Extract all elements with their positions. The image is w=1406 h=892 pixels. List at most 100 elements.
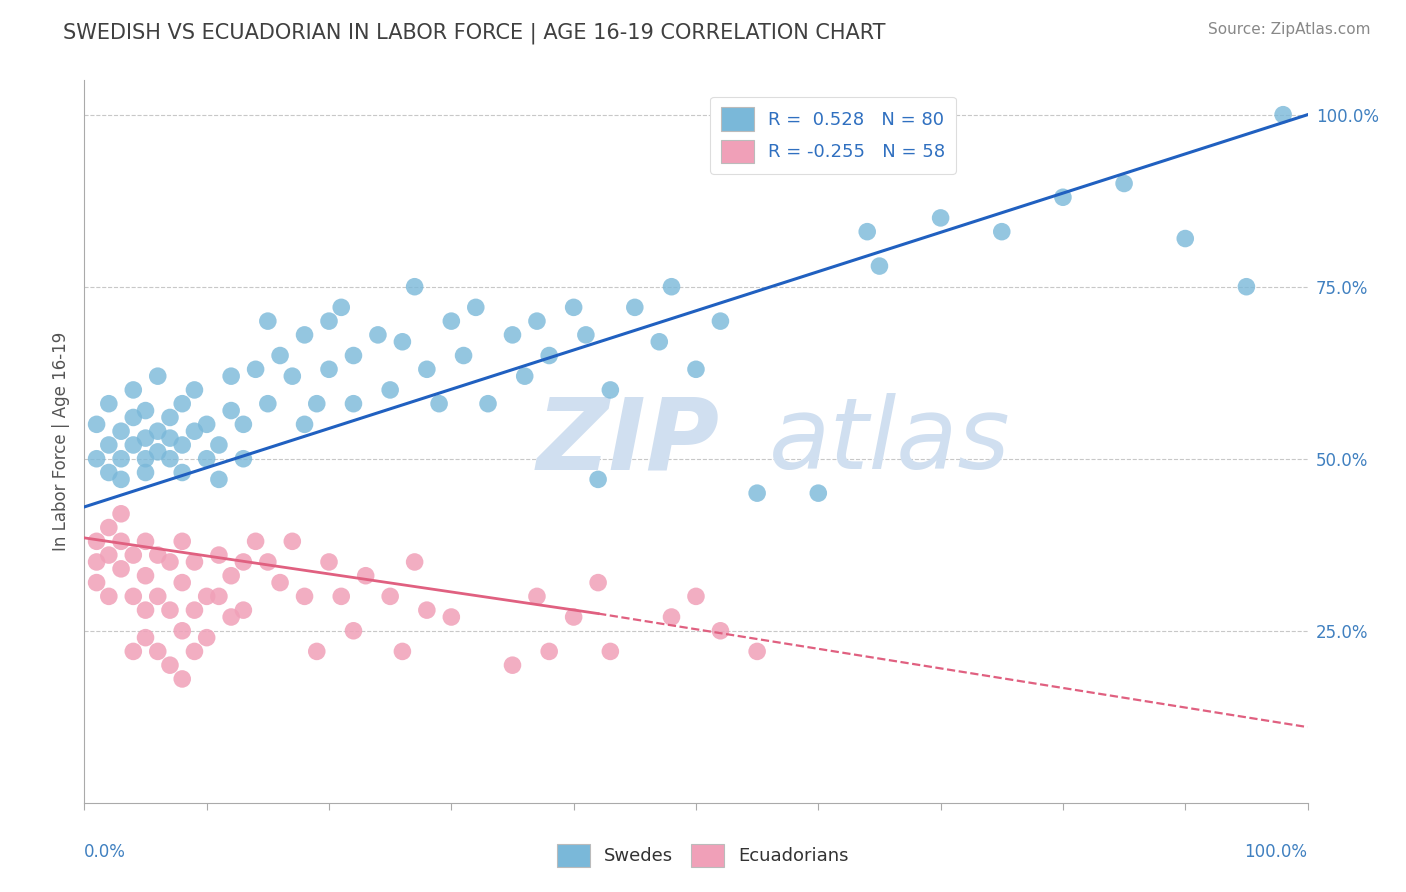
Point bbox=[110, 562, 132, 576]
Point bbox=[110, 507, 132, 521]
Point bbox=[624, 301, 647, 315]
Point bbox=[97, 520, 120, 534]
Point bbox=[122, 438, 145, 452]
Point bbox=[464, 301, 486, 315]
Point bbox=[232, 555, 254, 569]
Point bbox=[477, 397, 499, 411]
Point bbox=[305, 397, 328, 411]
Point bbox=[342, 397, 364, 411]
Point bbox=[380, 590, 402, 604]
Point bbox=[245, 362, 267, 376]
Point bbox=[391, 334, 413, 349]
Point bbox=[342, 624, 364, 638]
Point bbox=[380, 383, 402, 397]
Point bbox=[929, 211, 952, 225]
Point bbox=[856, 225, 879, 239]
Point bbox=[294, 327, 316, 342]
Point bbox=[172, 397, 194, 411]
Point bbox=[513, 369, 536, 384]
Point bbox=[146, 445, 169, 459]
Point bbox=[404, 279, 426, 293]
Point bbox=[135, 403, 157, 417]
Point bbox=[159, 410, 181, 425]
Point bbox=[1114, 177, 1136, 191]
Point bbox=[232, 417, 254, 432]
Point bbox=[538, 349, 561, 363]
Point bbox=[869, 259, 891, 273]
Point bbox=[135, 451, 157, 466]
Point bbox=[318, 314, 340, 328]
Point bbox=[281, 534, 304, 549]
Point bbox=[122, 548, 145, 562]
Point bbox=[183, 383, 205, 397]
Point bbox=[1052, 190, 1074, 204]
Point bbox=[599, 644, 621, 658]
Point bbox=[183, 555, 205, 569]
Point bbox=[807, 486, 830, 500]
Point bbox=[183, 424, 205, 438]
Point bbox=[195, 631, 218, 645]
Point bbox=[257, 397, 280, 411]
Point bbox=[86, 534, 108, 549]
Point bbox=[257, 555, 280, 569]
Point bbox=[747, 486, 769, 500]
Point bbox=[440, 314, 463, 328]
Point bbox=[110, 424, 132, 438]
Point bbox=[685, 590, 707, 604]
Point bbox=[318, 555, 340, 569]
Point bbox=[1272, 108, 1295, 122]
Point bbox=[146, 548, 169, 562]
Point bbox=[391, 644, 413, 658]
Text: atlas: atlas bbox=[769, 393, 1011, 490]
Point bbox=[183, 644, 205, 658]
Point bbox=[586, 575, 609, 590]
Point bbox=[172, 438, 194, 452]
Point bbox=[367, 327, 389, 342]
Text: Source: ZipAtlas.com: Source: ZipAtlas.com bbox=[1208, 22, 1371, 37]
Point bbox=[453, 349, 475, 363]
Point bbox=[747, 644, 769, 658]
Point bbox=[526, 314, 548, 328]
Point bbox=[195, 590, 218, 604]
Point bbox=[135, 603, 157, 617]
Point bbox=[330, 301, 353, 315]
Point bbox=[135, 534, 157, 549]
Point bbox=[86, 575, 108, 590]
Point bbox=[330, 590, 353, 604]
Point bbox=[172, 672, 194, 686]
Text: 100.0%: 100.0% bbox=[1244, 843, 1308, 861]
Point bbox=[97, 548, 120, 562]
Point bbox=[110, 472, 132, 486]
Point bbox=[172, 534, 194, 549]
Point bbox=[661, 279, 683, 293]
Point bbox=[219, 369, 242, 384]
Point bbox=[110, 534, 132, 549]
Point bbox=[416, 603, 439, 617]
Point bbox=[159, 658, 181, 673]
Point bbox=[294, 417, 316, 432]
Point bbox=[195, 451, 218, 466]
Point bbox=[97, 590, 120, 604]
Point bbox=[183, 603, 205, 617]
Legend: Swedes, Ecuadorians: Swedes, Ecuadorians bbox=[550, 837, 856, 874]
Point bbox=[342, 349, 364, 363]
Point bbox=[526, 590, 548, 604]
Point bbox=[159, 603, 181, 617]
Point bbox=[86, 555, 108, 569]
Point bbox=[709, 314, 731, 328]
Legend: R =  0.528   N = 80, R = -0.255   N = 58: R = 0.528 N = 80, R = -0.255 N = 58 bbox=[710, 96, 956, 174]
Point bbox=[404, 555, 426, 569]
Point bbox=[245, 534, 267, 549]
Point bbox=[208, 438, 231, 452]
Point bbox=[122, 644, 145, 658]
Point bbox=[354, 568, 377, 582]
Point bbox=[586, 472, 609, 486]
Point bbox=[146, 644, 169, 658]
Point bbox=[219, 568, 242, 582]
Point bbox=[86, 417, 108, 432]
Point bbox=[219, 403, 242, 417]
Y-axis label: In Labor Force | Age 16-19: In Labor Force | Age 16-19 bbox=[52, 332, 70, 551]
Point bbox=[172, 624, 194, 638]
Point bbox=[294, 590, 316, 604]
Point bbox=[281, 369, 304, 384]
